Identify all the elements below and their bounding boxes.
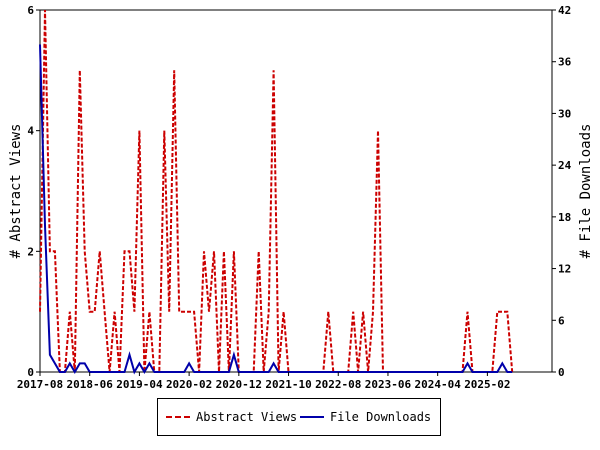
legend: Abstract Views File Downloads — [157, 398, 441, 436]
x-tick-label: 2017-08 — [17, 378, 63, 391]
plot-area — [39, 9, 553, 373]
y2-tick-label: 36 — [558, 56, 572, 69]
legend-swatch-abstract-views — [166, 416, 190, 418]
series-layer — [39, 9, 514, 375]
y-tick-label: 2 — [27, 245, 34, 258]
series-line-file-downloads — [39, 44, 513, 375]
y2-tick-label: 42 — [558, 4, 571, 17]
x-tick-label: 2022-08 — [315, 378, 361, 391]
x-tick-label: 2023-06 — [365, 378, 412, 391]
y-tick-label: 6 — [27, 4, 34, 17]
x-tick-label: 2018-06 — [67, 378, 114, 391]
y2-tick-label: 24 — [558, 159, 572, 172]
x-tick-label: 2019-04 — [116, 378, 163, 391]
legend-item-abstract-views: Abstract Views — [166, 410, 297, 424]
y2-tick-label: 0 — [558, 366, 565, 379]
x-tick-label: 2021-10 — [265, 378, 311, 391]
y2-axis-title: # File Downloads — [578, 124, 594, 259]
x-tick-label: 2020-12 — [216, 378, 262, 391]
legend-item-file-downloads: File Downloads — [300, 410, 431, 424]
y-tick-label: 4 — [27, 125, 34, 138]
x-tick-label: 2024-04 — [414, 378, 461, 391]
legend-label-abstract-views: Abstract Views — [196, 410, 298, 424]
legend-swatch-file-downloads — [300, 416, 324, 418]
y-axis-title: # Abstract Views — [8, 124, 24, 259]
x-tick-label: 2025-02 — [464, 378, 510, 391]
legend-label-file-downloads: File Downloads — [330, 410, 432, 424]
y2-tick-label: 18 — [558, 211, 571, 224]
x-tick-label: 2020-02 — [166, 378, 212, 391]
y2-tick-label: 12 — [558, 263, 571, 276]
y2-tick-label: 6 — [558, 314, 565, 327]
y-tick-label: 0 — [27, 366, 34, 379]
y2-tick-label: 30 — [558, 107, 571, 120]
